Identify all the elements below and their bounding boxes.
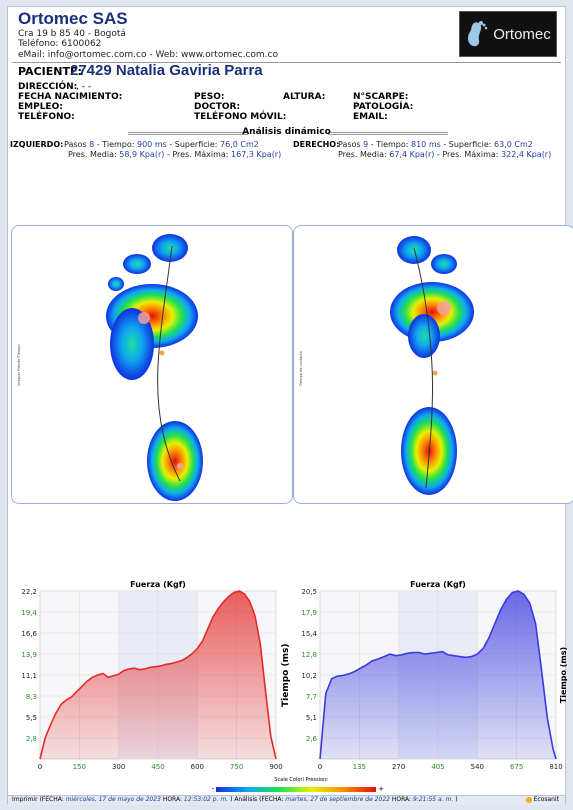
patologia-label: PATOLOGÍA: — [353, 102, 414, 112]
right-force-chart: 2,6 5,1 7,7 10,2 12,8 15,4 17,9 20,5 0 135 270 405 5… — [301, 580, 567, 771]
x-tick-label: 150 — [73, 763, 86, 771]
report-page: Ortomec SAS Cra 19 b 85 40 - Bogotá Telé… — [7, 6, 573, 805]
company-phone: Teléfono: 6100062 — [18, 39, 102, 49]
x-tick-label: 270 — [392, 763, 405, 771]
right-axis-caption: Tiempo de contacto — [299, 351, 303, 387]
left-side-label: IZQUIERDO: — [10, 140, 64, 149]
x-tick-label: 0 — [38, 763, 42, 771]
left-force-chart: 2,8 5,5 8,3 11,1 13,9 16,6 19,4 22,2 0 150 300 450 6… — [21, 580, 282, 771]
y-tick-label: 13,9 — [21, 651, 37, 659]
fecha-nacimiento-label: FECHA NACIMIENTO: — [18, 92, 123, 102]
y-tick-label: 20,5 — [301, 588, 317, 596]
left-stats-line1: Pasos 8 - Tiempo: 900 ms - Superficie: 7… — [64, 140, 259, 149]
logo-text: Ortomec — [493, 25, 551, 43]
left-heel — [147, 421, 203, 501]
foot-logo-icon — [468, 21, 488, 47]
y-tick-label: 5,1 — [306, 714, 317, 722]
x-tick-label: 135 — [353, 763, 366, 771]
color-scale-bar — [216, 786, 377, 792]
left-toe-small — [123, 254, 151, 274]
left-foot-panel: Integral Presión/Tiempo — [11, 225, 293, 504]
y-tick-label: 15,4 — [301, 630, 317, 638]
header-divider — [12, 62, 561, 63]
direccion-label: DIRECCIÓN: — [18, 82, 78, 92]
force-area — [40, 591, 276, 759]
y-tick-label: 19,4 — [21, 609, 37, 617]
scale-minus-icon: - — [211, 785, 215, 793]
x-tick-label: 300 — [112, 763, 125, 771]
left-stats-line2: Pres. Media: 58,9 Kpa(r) - Pres. Máxima:… — [68, 150, 282, 159]
chart-title: Fuerza (Kgf) — [410, 580, 466, 589]
right-toe-small — [431, 254, 457, 274]
y-tick-label: 17,9 — [301, 609, 317, 617]
right-foot-pressure-map: Tiempo de contacto — [299, 236, 474, 495]
right-toe-big — [397, 236, 431, 264]
x-tick-label: 810 — [549, 763, 562, 771]
color-scale-title: Scale Colori Pressioni — [274, 777, 328, 783]
direccion-value: , - - — [76, 82, 92, 92]
left-midfoot — [110, 308, 154, 380]
force-line — [319, 590, 557, 760]
company-email-web: eMail: info@ortomec.com.co - Web: www.or… — [18, 50, 278, 60]
left-toe-big — [152, 234, 188, 262]
telefono-label: TELÉFONO: — [18, 112, 75, 122]
x-tick-label: 750 — [230, 763, 243, 771]
right-side-label: DERECHO: — [293, 140, 340, 149]
peso-label: PESO: — [194, 92, 225, 102]
section-title-rule-right — [328, 132, 448, 135]
y-axis-label: Tiempo (ms) — [559, 647, 567, 703]
x-tick-label: 675 — [510, 763, 523, 771]
section-title: Análisis dinámico — [242, 127, 331, 137]
escarpe-label: N°SCARPE: — [353, 92, 409, 102]
y-tick-label: 2,8 — [26, 735, 37, 743]
y-tick-label: 11,1 — [21, 672, 37, 680]
y-tick-label: 8,3 — [26, 693, 37, 701]
force-line — [39, 590, 277, 760]
telefono-movil-label: TELÉFONO MÓVIL: — [194, 112, 287, 122]
force-area — [320, 591, 556, 759]
company-address: Cra 19 b 85 40 - Bogotá — [18, 29, 126, 39]
company-logo: Ortomec — [459, 11, 557, 57]
brand-icon — [525, 796, 532, 803]
x-tick-label: 0 — [318, 763, 322, 771]
x-tick-label: 900 — [269, 763, 282, 771]
y-tick-label: 2,6 — [306, 735, 318, 743]
patient-name: 27429 Natalia Gaviria Parra — [70, 62, 263, 79]
email-label: EMAIL: — [353, 112, 388, 122]
right-midfoot — [408, 314, 440, 358]
y-tick-label: 16,6 — [21, 630, 37, 638]
right-stats-line2: Pres. Media: 67,4 Kpa(r) - Pres. Máxima:… — [338, 150, 552, 159]
left-right-axis-label: Tiempo (ms) — [281, 643, 291, 707]
scale-plus-icon: + — [378, 785, 384, 793]
y-tick-label: 12,8 — [301, 651, 317, 659]
altura-label: ALTURA: — [283, 92, 326, 102]
company-name: Ortomec SAS — [18, 9, 128, 28]
section-title-rule-left — [128, 132, 248, 135]
empleo-label: EMPLEO: — [18, 102, 63, 112]
y-tick-label: 22,2 — [21, 588, 37, 596]
y-tick-label: 10,2 — [301, 672, 317, 680]
y-tick-label: 5,5 — [26, 714, 37, 722]
x-tick-label: 405 — [431, 763, 444, 771]
y-tick-label: 7,7 — [306, 693, 317, 701]
x-tick-label: 600 — [191, 763, 204, 771]
x-tick-label: 450 — [151, 763, 164, 771]
left-foot-pressure-map: Integral Presión/Tiempo — [17, 234, 203, 501]
right-stats-line1: Pasos 9 - Tiempo: 810 ms - Superficie: 6… — [338, 140, 533, 149]
chart-title: Fuerza (Kgf) — [130, 580, 186, 589]
patient-label: PACIENTE: — [18, 65, 82, 78]
right-foot-panel: Tiempo de contacto — [293, 225, 573, 504]
doctor-label: DOCTOR: — [194, 102, 241, 112]
footer-brand: Ecosanit — [525, 796, 559, 803]
x-tick-label: 540 — [471, 763, 484, 771]
left-axis-caption: Integral Presión/Tiempo — [17, 345, 21, 387]
footer: Imprimir (FECHA: miércoles, 17 de mayo d… — [8, 795, 565, 805]
